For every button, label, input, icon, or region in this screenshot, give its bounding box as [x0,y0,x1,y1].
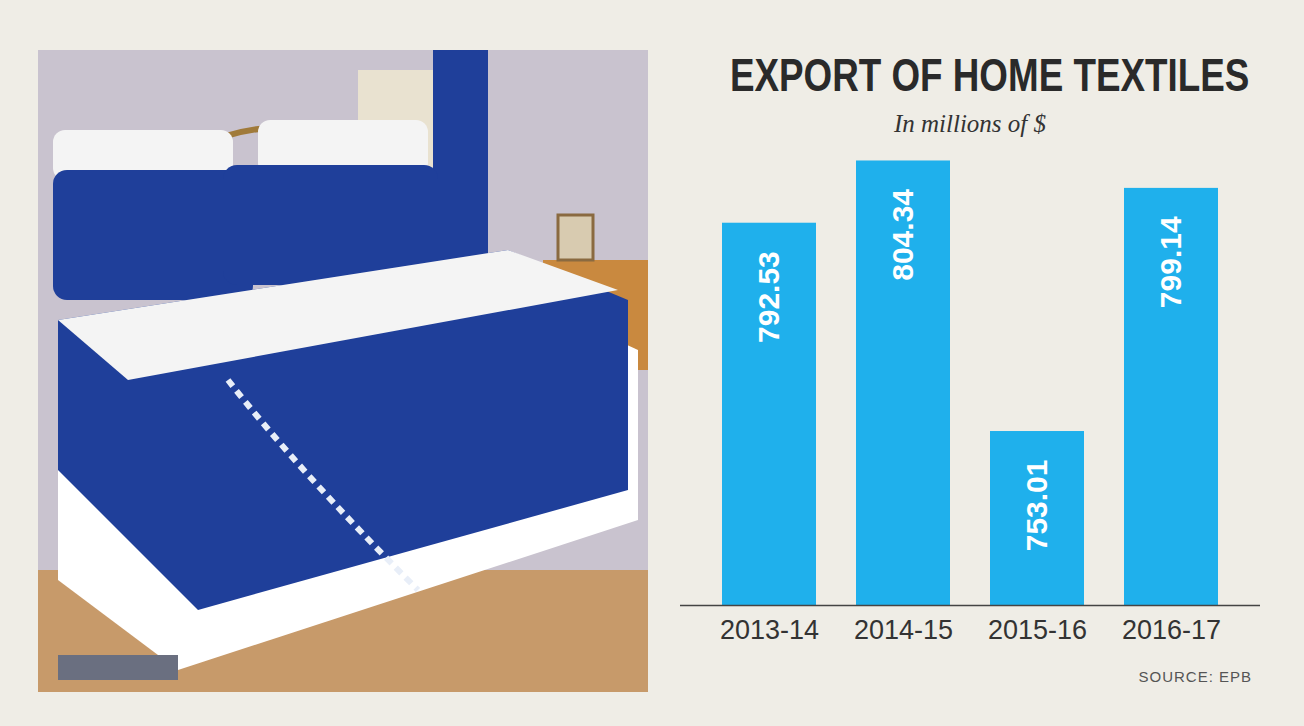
svg-text:2014-15: 2014-15 [854,615,953,645]
svg-text:804.34: 804.34 [886,189,919,281]
svg-text:2015-16: 2015-16 [988,615,1087,645]
svg-text:2016-17: 2016-17 [1122,615,1221,645]
html-text:SOURCE: EPB: SOURCE: EPB [1138,668,1252,685]
svg-text:753.01: 753.01 [1020,460,1053,552]
svg-text:792.53: 792.53 [752,251,785,343]
svg-text:799.14: 799.14 [1154,216,1187,308]
html-text:EXPORT OF HOME TEXTILES: EXPORT OF HOME TEXTILES [729,49,1250,101]
svg-text:2013-14: 2013-14 [720,615,819,645]
html-text:In millions of $: In millions of $ [894,110,1046,137]
